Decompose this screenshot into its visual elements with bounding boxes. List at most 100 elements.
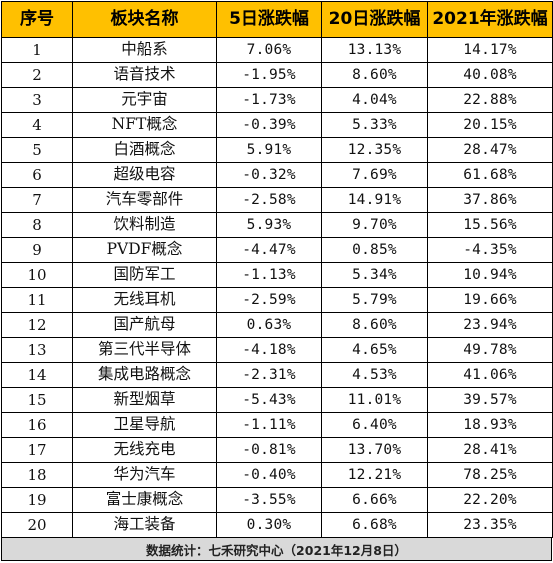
cell-20day-change: 13.13% (321, 37, 428, 63)
cell-sector-name: 语音技术 (72, 62, 217, 88)
sector-performance-table: 序号 板块名称 5日涨跌幅 20日涨跌幅 2021年涨跌幅 1 中船系 7.06% 1… (1, 1, 553, 538)
cell-sector-name: 白酒概念 (72, 137, 217, 163)
cell-5day-change: -0.32% (216, 162, 322, 188)
header-sector-name: 板块名称 (72, 1, 217, 38)
cell-index: 8 (1, 212, 73, 238)
cell-5day-change: -2.58% (216, 187, 322, 213)
cell-index: 5 (1, 137, 73, 163)
table-row: 11 无线耳机 -2.59% 5.79% 19.66% (1, 287, 553, 313)
cell-5day-change: 5.91% (216, 137, 322, 163)
cell-index: 17 (1, 437, 73, 463)
cell-5day-change: -4.18% (216, 337, 322, 363)
cell-20day-change: 13.70% (321, 437, 428, 463)
cell-index: 14 (1, 362, 73, 388)
cell-20day-change: 4.04% (321, 87, 428, 113)
cell-sector-name: 华为汽车 (72, 462, 217, 488)
cell-sector-name: 集成电路概念 (72, 362, 217, 388)
table-row: 4 NFT概念 -0.39% 5.33% 20.15% (1, 112, 553, 138)
cell-index: 9 (1, 237, 73, 263)
header-20day-change: 20日涨跌幅 (321, 1, 428, 38)
cell-20day-change: 12.35% (321, 137, 428, 163)
cell-2021-change: 22.20% (427, 487, 553, 513)
cell-sector-name: 卫星导航 (72, 412, 217, 438)
cell-20day-change: 14.91% (321, 187, 428, 213)
cell-5day-change: -1.11% (216, 412, 322, 438)
cell-index: 16 (1, 412, 73, 438)
cell-sector-name: 汽车零部件 (72, 187, 217, 213)
cell-index: 7 (1, 187, 73, 213)
header-2021-change: 2021年涨跌幅 (427, 1, 553, 38)
table-row: 15 新型烟草 -5.43% 11.01% 39.57% (1, 387, 553, 413)
table-body: 1 中船系 7.06% 13.13% 14.17% 2 语音技术 -1.95% 8.60% 40.… (1, 37, 553, 538)
cell-5day-change: -2.31% (216, 362, 322, 388)
cell-20day-change: 5.34% (321, 262, 428, 288)
cell-20day-change: 6.66% (321, 487, 428, 513)
cell-2021-change: 61.68% (427, 162, 553, 188)
header-index: 序号 (1, 1, 73, 38)
cell-2021-change: 78.25% (427, 462, 553, 488)
table-row: 7 汽车零部件 -2.58% 14.91% 37.86% (1, 187, 553, 213)
cell-index: 10 (1, 262, 73, 288)
cell-5day-change: -1.13% (216, 262, 322, 288)
table-row: 8 饮料制造 5.93% 9.70% 15.56% (1, 212, 553, 238)
cell-index: 18 (1, 462, 73, 488)
cell-20day-change: 5.33% (321, 112, 428, 138)
cell-5day-change: 7.06% (216, 37, 322, 63)
table-row: 12 国产航母 0.63% 8.60% 23.94% (1, 312, 553, 338)
cell-sector-name: 饮料制造 (72, 212, 217, 238)
cell-sector-name: 无线耳机 (72, 287, 217, 313)
cell-20day-change: 4.65% (321, 337, 428, 363)
header-row: 序号 板块名称 5日涨跌幅 20日涨跌幅 2021年涨跌幅 (1, 1, 553, 38)
cell-5day-change: -5.43% (216, 387, 322, 413)
table-row: 16 卫星导航 -1.11% 6.40% 18.93% (1, 412, 553, 438)
cell-index: 2 (1, 62, 73, 88)
cell-5day-change: -0.40% (216, 462, 322, 488)
cell-index: 3 (1, 87, 73, 113)
cell-index: 15 (1, 387, 73, 413)
cell-20day-change: 6.68% (321, 512, 428, 538)
table-row: 18 华为汽车 -0.40% 12.21% 78.25% (1, 462, 553, 488)
cell-20day-change: 8.60% (321, 312, 428, 338)
cell-20day-change: 7.69% (321, 162, 428, 188)
cell-5day-change: 0.30% (216, 512, 322, 538)
cell-20day-change: 9.70% (321, 212, 428, 238)
cell-sector-name: 新型烟草 (72, 387, 217, 413)
cell-sector-name: PVDF概念 (72, 237, 217, 263)
cell-2021-change: 15.56% (427, 212, 553, 238)
cell-5day-change: -3.55% (216, 487, 322, 513)
cell-2021-change: 22.88% (427, 87, 553, 113)
cell-sector-name: 国产航母 (72, 312, 217, 338)
cell-2021-change: 40.08% (427, 62, 553, 88)
table-row: 14 集成电路概念 -2.31% 4.53% 41.06% (1, 362, 553, 388)
cell-20day-change: 8.60% (321, 62, 428, 88)
cell-2021-change: 28.41% (427, 437, 553, 463)
cell-5day-change: 0.63% (216, 312, 322, 338)
cell-20day-change: 5.79% (321, 287, 428, 313)
cell-sector-name: 中船系 (72, 37, 217, 63)
cell-sector-name: 富士康概念 (72, 487, 217, 513)
cell-sector-name: 第三代半导体 (72, 337, 217, 363)
cell-20day-change: 12.21% (321, 462, 428, 488)
cell-sector-name: 元宇宙 (72, 87, 217, 113)
table-row: 20 海工装备 0.30% 6.68% 23.35% (1, 512, 553, 538)
cell-index: 1 (1, 37, 73, 63)
cell-20day-change: 0.85% (321, 237, 428, 263)
cell-index: 12 (1, 312, 73, 338)
cell-2021-change: 19.66% (427, 287, 553, 313)
cell-20day-change: 6.40% (321, 412, 428, 438)
cell-sector-name: 国防军工 (72, 262, 217, 288)
cell-20day-change: 11.01% (321, 387, 428, 413)
cell-2021-change: 28.47% (427, 137, 553, 163)
header-5day-change: 5日涨跌幅 (216, 1, 322, 38)
cell-5day-change: -1.73% (216, 87, 322, 113)
cell-index: 6 (1, 162, 73, 188)
cell-5day-change: 5.93% (216, 212, 322, 238)
cell-2021-change: 20.15% (427, 112, 553, 138)
table-row: 17 无线充电 -0.81% 13.70% 28.41% (1, 437, 553, 463)
cell-index: 20 (1, 512, 73, 538)
table-row: 13 第三代半导体 -4.18% 4.65% 49.78% (1, 337, 553, 363)
table-row: 6 超级电容 -0.32% 7.69% 61.68% (1, 162, 553, 188)
cell-index: 13 (1, 337, 73, 363)
cell-index: 4 (1, 112, 73, 138)
cell-20day-change: 4.53% (321, 362, 428, 388)
